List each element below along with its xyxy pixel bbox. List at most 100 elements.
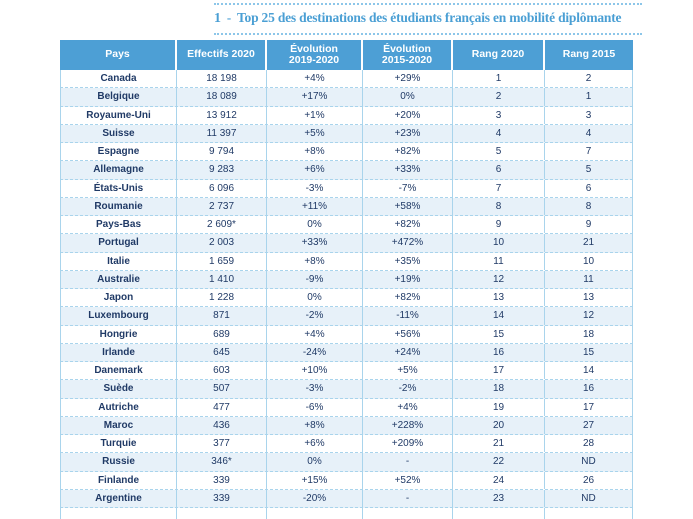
cell-effectifs-2020: 339: [177, 489, 267, 507]
cell-evolution-2015-2020: +82%: [363, 216, 453, 234]
cell-evolution-2015-2020: +472%: [363, 234, 453, 252]
cell-rang-2015: 28: [545, 435, 633, 453]
cell-pays: Pays-Bas: [60, 216, 177, 234]
cell-evolution-2015-2020: +209%: [363, 435, 453, 453]
table-row: Suisse 11 397 +5% +23% 4 4: [60, 124, 633, 143]
table-row: Canada 18 198 +4% +29% 1 2: [60, 70, 633, 89]
cell-rang-2020: 9: [453, 216, 545, 234]
cell-rang-2015: 7: [545, 143, 633, 161]
column-header-rang-2015: Rang 2015: [545, 40, 633, 70]
table-header-row: Pays Effectifs 2020 Évolution 2019-2020 Évo…: [60, 40, 633, 70]
cell-effectifs-2020: 18 089: [177, 88, 267, 106]
cell-pays: Allemagne: [60, 161, 177, 179]
cell-pays: Turquie: [60, 435, 177, 453]
cell-pays: Japon: [60, 289, 177, 307]
cell-rang-2015: 2: [545, 70, 633, 88]
cell-rang-2020: 2: [453, 88, 545, 106]
figure-title-line: 1- Top 25 des destinations des étudiants…: [214, 10, 642, 27]
cell-rang-2020: 17: [453, 362, 545, 380]
cell-rang-2020: 22: [453, 453, 545, 471]
cell-effectifs-2020: 1 659: [177, 252, 267, 270]
column-header-pays: Pays: [60, 40, 177, 70]
table-row: Turquie 377 +6% +209% 21 28: [60, 435, 633, 454]
cell-pays: Australie: [60, 270, 177, 288]
cell-effectifs-2020: 2 609*: [177, 216, 267, 234]
table-row: Royaume-Uni 13 912 +1% +20% 3 3: [60, 106, 633, 125]
cell-evolution-2019-2020: -20%: [267, 489, 363, 507]
cell-evolution-2019-2020: -6%: [267, 398, 363, 416]
cell-evolution-2019-2020: +4%: [267, 70, 363, 88]
cell-pays: Espagne: [60, 143, 177, 161]
table-row: États-Unis 6 096 -3% -7% 7 6: [60, 179, 633, 198]
cell-effectifs-2020: 436: [177, 416, 267, 434]
cell-pays: Autriche: [60, 398, 177, 416]
cell-evolution-2019-2020: +33%: [267, 234, 363, 252]
cell-evolution-2019-2020: 0%: [267, 216, 363, 234]
cell-rang-2015: ND: [545, 489, 633, 507]
table-row: Luxembourg 871 -2% -11% 14 12: [60, 307, 633, 326]
cell-rang-2015: 4: [545, 124, 633, 142]
cell-evolution-2019-2020: -2%: [267, 307, 363, 325]
table-row: Hongrie 689 +4% +56% 15 18: [60, 325, 633, 344]
cell-pays: Canada: [60, 70, 177, 88]
cell-pays: Suède: [60, 380, 177, 398]
cell-rang-2015: 11: [545, 270, 633, 288]
table-row: Danemark 603 +10% +5% 17 14: [60, 362, 633, 381]
cell-evolution-2015-2020: +29%: [363, 70, 453, 88]
cell-effectifs-2020: 346*: [177, 453, 267, 471]
cell-pays: [60, 508, 177, 519]
cell-effectifs-2020: 18 198: [177, 70, 267, 88]
figure-header: 1- Top 25 des destinations des étudiants…: [214, 3, 642, 35]
cell-evolution-2019-2020: +15%: [267, 471, 363, 489]
cell-pays: Russie: [60, 453, 177, 471]
cell-rang-2020: 1: [453, 70, 545, 88]
cell-effectifs-2020: 603: [177, 362, 267, 380]
cell-rang-2020: 5: [453, 143, 545, 161]
cell-evolution-2015-2020: -11%: [363, 307, 453, 325]
cell-evolution-2015-2020: 0%: [363, 88, 453, 106]
table-row: Russie 346* 0% -22 ND: [60, 453, 633, 472]
cell-rang-2020: 13: [453, 289, 545, 307]
table-row-partial: [60, 508, 633, 519]
cell-evolution-2015-2020: +35%: [363, 252, 453, 270]
cell-rang-2020: [453, 508, 545, 519]
cell-rang-2015: 13: [545, 289, 633, 307]
table-row: Suède 507 -3% -2% 18 16: [60, 380, 633, 399]
cell-evolution-2015-2020: -7%: [363, 179, 453, 197]
cell-effectifs-2020: 9 794: [177, 143, 267, 161]
cell-rang-2020: 15: [453, 325, 545, 343]
cell-effectifs-2020: 477: [177, 398, 267, 416]
cell-evolution-2019-2020: +6%: [267, 435, 363, 453]
cell-rang-2020: 7: [453, 179, 545, 197]
cell-pays: Argentine: [60, 489, 177, 507]
cell-evolution-2019-2020: +8%: [267, 252, 363, 270]
table-row: Belgique 18 089 +17% 0% 2 1: [60, 88, 633, 107]
cell-evolution-2019-2020: +5%: [267, 124, 363, 142]
cell-effectifs-2020: 6 096: [177, 179, 267, 197]
cell-pays: Royaume-Uni: [60, 106, 177, 124]
cell-pays: Roumanie: [60, 197, 177, 215]
cell-rang-2020: 14: [453, 307, 545, 325]
cell-rang-2015: 1: [545, 88, 633, 106]
table-row: Maroc 436 +8% +228% 20 27: [60, 416, 633, 435]
cell-effectifs-2020: 2 737: [177, 197, 267, 215]
cell-rang-2015: 27: [545, 416, 633, 434]
cell-pays: Luxembourg: [60, 307, 177, 325]
cell-rang-2020: 10: [453, 234, 545, 252]
figure-number: 1: [214, 11, 221, 26]
cell-pays: Danemark: [60, 362, 177, 380]
table-row: Australie 1 410 -9% +19% 12 11: [60, 270, 633, 289]
cell-rang-2020: 3: [453, 106, 545, 124]
cell-rang-2015: 16: [545, 380, 633, 398]
cell-evolution-2019-2020: -9%: [267, 270, 363, 288]
cell-pays: Italie: [60, 252, 177, 270]
cell-effectifs-2020: [177, 508, 267, 519]
table-row: Japon 1 228 0% +82% 13 13: [60, 289, 633, 308]
cell-effectifs-2020: 9 283: [177, 161, 267, 179]
cell-pays: Finlande: [60, 471, 177, 489]
cell-rang-2020: 24: [453, 471, 545, 489]
cell-rang-2020: 18: [453, 380, 545, 398]
table-row: Autriche 477 -6% +4% 19 17: [60, 398, 633, 417]
cell-rang-2020: 16: [453, 343, 545, 361]
cell-evolution-2015-2020: +4%: [363, 398, 453, 416]
